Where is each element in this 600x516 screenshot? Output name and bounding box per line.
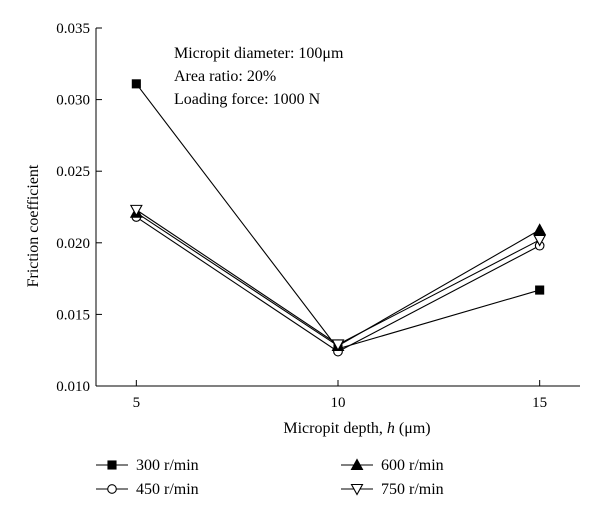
annotation-loading-force: Loading force: 1000 N: [174, 91, 321, 108]
legend-marker: [107, 460, 117, 470]
legend-item: 750 r/min: [341, 481, 444, 498]
plot-area: [95, 28, 580, 387]
data-point: [129, 204, 143, 217]
legend-marker: [107, 484, 117, 494]
data-point: [533, 223, 547, 235]
y-tick-label: 0.030: [56, 93, 90, 109]
x-axis-title-prefix: Micropit depth,: [283, 420, 387, 437]
series-2: [131, 212, 545, 357]
y-tick-label: 0.035: [56, 21, 90, 37]
x-tick-label: 15: [532, 395, 547, 411]
series-4: [129, 204, 547, 352]
x-axis-title-suffix: (μm): [395, 420, 431, 437]
y-axis-title: Friction coefficient: [25, 164, 42, 287]
annotation-box: Micropit diameter: 100μm Area ratio: 20%…: [174, 45, 344, 108]
legend-label: 300 r/min: [136, 457, 199, 474]
legend-label: 600 r/min: [381, 457, 444, 474]
data-point: [331, 339, 345, 352]
y-axis-ticks: 0.010 0.015 0.020 0.025 0.030 0.035: [56, 21, 102, 395]
y-tick-label: 0.025: [56, 164, 90, 180]
x-axis-title-variable: h: [387, 420, 395, 437]
y-tick-label: 0.015: [56, 307, 90, 323]
legend-marker: [350, 483, 364, 496]
legend: 300 r/min 450 r/min 600 r/min 750 r/min: [96, 457, 444, 498]
legend-item: 600 r/min: [341, 457, 444, 474]
y-tick-label: 0.020: [56, 236, 90, 252]
data-point: [533, 234, 547, 247]
x-tick-label: 10: [331, 395, 346, 411]
x-axis-ticks: 5 10 15: [133, 380, 547, 411]
series-1: [131, 79, 545, 354]
x-axis-title: Micropit depth, h (μm): [283, 420, 430, 437]
legend-item: 450 r/min: [96, 481, 199, 498]
data-point: [131, 79, 141, 89]
y-tick-label: 0.010: [56, 379, 90, 395]
series-group: [129, 79, 547, 357]
series-3: [129, 206, 547, 351]
legend-label: 750 r/min: [381, 481, 444, 498]
data-point: [535, 285, 545, 295]
annotation-area-ratio: Area ratio: 20%: [174, 68, 276, 85]
legend-label: 450 r/min: [136, 481, 199, 498]
series-line: [136, 212, 540, 347]
legend-marker: [350, 458, 364, 471]
legend-item: 300 r/min: [96, 457, 199, 474]
x-tick-label: 5: [133, 395, 141, 411]
series-line: [135, 83, 540, 350]
series-line: [136, 216, 540, 353]
annotation-micropit-diameter: Micropit diameter: 100μm: [174, 45, 344, 62]
